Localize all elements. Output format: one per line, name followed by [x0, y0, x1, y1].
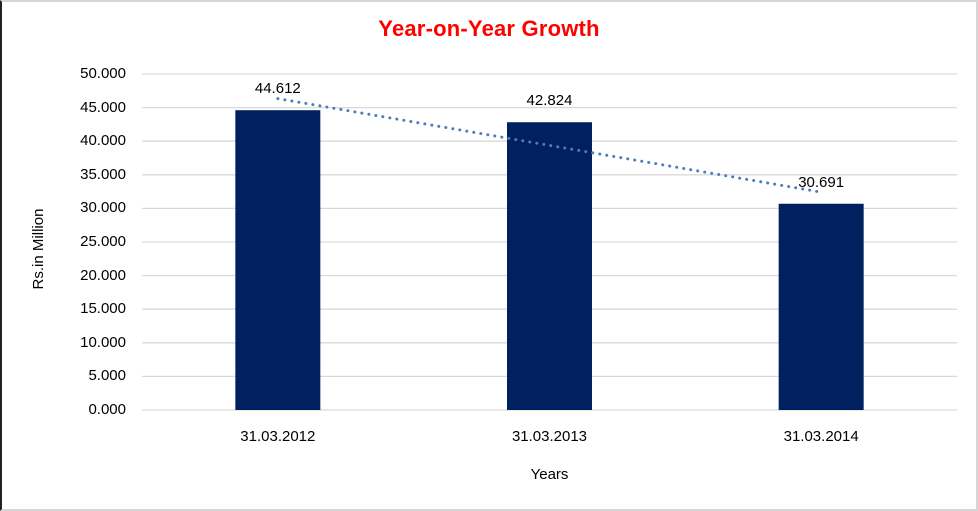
- y-tick-label: 5.000: [88, 367, 126, 385]
- bar: [778, 203, 864, 410]
- x-category-label: 31.03.2014: [783, 428, 859, 445]
- y-tick-label: 0.000: [88, 401, 126, 418]
- y-tick-label: 10.000: [80, 333, 126, 351]
- y-tick-label: 15.000: [80, 300, 126, 318]
- bar-value-label: 44.612: [254, 80, 301, 98]
- x-category-label: 31.03.2013: [511, 428, 588, 445]
- y-tick-label: 35.000: [80, 165, 126, 183]
- bar: [235, 110, 321, 410]
- y-tick-label: 20.000: [80, 266, 126, 284]
- y-tick-label: 45.000: [80, 98, 126, 116]
- y-tick-label: 40.000: [80, 132, 126, 150]
- x-category-label: 31.03.2012: [240, 428, 316, 445]
- bar: [507, 122, 592, 410]
- y-tick-label: 30.000: [80, 199, 126, 217]
- y-tick-label: 50.000: [80, 65, 126, 82]
- x-axis-title: Years: [530, 466, 569, 483]
- chart-title: Year-on-Year Growth: [378, 16, 600, 41]
- bar-value-label: 30.691: [798, 173, 845, 191]
- y-tick-label: 25.000: [80, 233, 126, 250]
- trendline: [276, 97, 823, 194]
- bar-value-label: 42.824: [526, 92, 573, 110]
